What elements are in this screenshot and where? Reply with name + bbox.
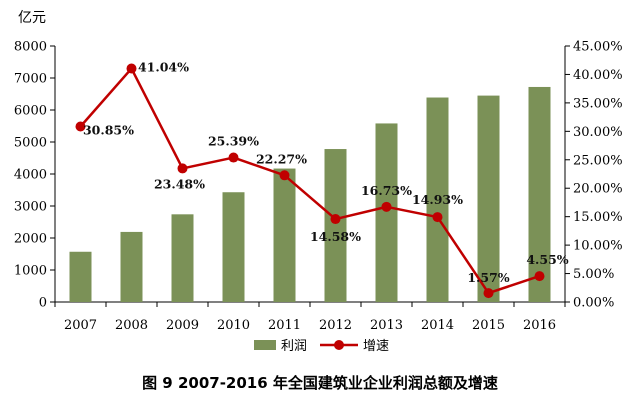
line-point xyxy=(534,271,545,282)
line-data-label: 14.93% xyxy=(412,192,463,207)
right-tick-label: 5.00% xyxy=(573,267,614,282)
chart: 亿元 0 1000 2000 3000 4000 5000 6000 7000 8000 0.00… xyxy=(14,10,623,354)
right-tick-label: 45.00% xyxy=(573,40,623,55)
legend-swatch-bar xyxy=(254,340,276,350)
line-data-label: 23.48% xyxy=(154,176,205,191)
x-tick-label: 2014 xyxy=(421,318,454,333)
x-tick-label: 2015 xyxy=(472,318,505,333)
x-tick-label: 2012 xyxy=(319,318,352,333)
line-data-label: 30.85% xyxy=(83,122,134,137)
left-tick-label: 2000 xyxy=(14,232,47,247)
line-point xyxy=(228,152,239,163)
bar xyxy=(273,168,296,302)
legend: 利润 增速 xyxy=(254,339,389,354)
line-point xyxy=(126,63,137,74)
line-series xyxy=(75,63,545,299)
line-point xyxy=(432,212,443,223)
growth-line xyxy=(79,67,540,295)
line-data-label: 14.58% xyxy=(310,229,361,244)
line-data-label: 1.57% xyxy=(467,270,509,285)
bar xyxy=(120,231,143,302)
line-point xyxy=(279,170,290,181)
line-point xyxy=(330,214,341,225)
bar xyxy=(324,149,347,302)
bar xyxy=(426,97,449,303)
right-tick-label: 35.00% xyxy=(573,96,623,111)
x-tick-label: 2011 xyxy=(268,318,301,333)
right-tick-label: 15.00% xyxy=(573,210,623,225)
line-point xyxy=(381,201,392,212)
right-tick-label: 25.00% xyxy=(573,153,623,168)
legend-swatch-marker xyxy=(334,340,344,350)
right-tick-label: 20.00% xyxy=(573,182,623,197)
data-labels: 30.85% 41.04% 23.48% 25.39% 22.27% 14.58% 16.7… xyxy=(83,60,569,286)
line-point xyxy=(177,163,188,174)
left-tick-label: 1000 xyxy=(14,264,47,279)
bar xyxy=(528,86,551,303)
x-tick-label: 2016 xyxy=(523,318,556,333)
left-tick-label: 5000 xyxy=(14,136,47,151)
line-data-label: 16.73% xyxy=(361,183,412,198)
line-data-label: 22.27% xyxy=(256,151,307,166)
x-tick-label: 2009 xyxy=(166,318,199,333)
left-axis-unit: 亿元 xyxy=(18,10,46,26)
line-point xyxy=(483,288,494,299)
right-tick-label: 10.00% xyxy=(573,239,623,254)
x-tick-label: 2008 xyxy=(115,318,148,333)
figure-caption: 图 9 2007-2016 年全国建筑业企业利润总额及增速 xyxy=(142,374,498,392)
left-tick-label: 7000 xyxy=(14,72,47,87)
x-tick-label: 2010 xyxy=(217,318,250,333)
x-tick-label: 2013 xyxy=(370,318,403,333)
line-data-label: 25.39% xyxy=(208,134,259,149)
legend-label-bar: 利润 xyxy=(281,339,307,354)
bar xyxy=(477,95,500,302)
bar xyxy=(375,123,398,302)
left-tick-label: 8000 xyxy=(14,40,47,55)
line-point xyxy=(75,121,86,132)
line-data-label: 4.55% xyxy=(526,252,568,267)
left-tick-label: 0 xyxy=(39,296,47,311)
line-data-label: 41.04% xyxy=(138,60,189,75)
axes: 0 1000 2000 3000 4000 5000 6000 7000 8000 0.00% 5.… xyxy=(14,40,623,334)
bar xyxy=(69,251,92,302)
right-tick-label: 0.00% xyxy=(573,296,614,311)
left-tick-label: 6000 xyxy=(14,104,47,119)
bar xyxy=(222,192,245,302)
left-tick-label: 4000 xyxy=(14,168,47,183)
right-tick-label: 40.00% xyxy=(573,68,623,83)
legend-label-line: 增速 xyxy=(363,339,389,354)
bar-series xyxy=(69,86,551,303)
bar xyxy=(171,214,194,302)
right-tick-label: 30.00% xyxy=(573,125,623,140)
left-tick-label: 3000 xyxy=(14,200,47,215)
x-tick-label: 2007 xyxy=(64,318,97,333)
